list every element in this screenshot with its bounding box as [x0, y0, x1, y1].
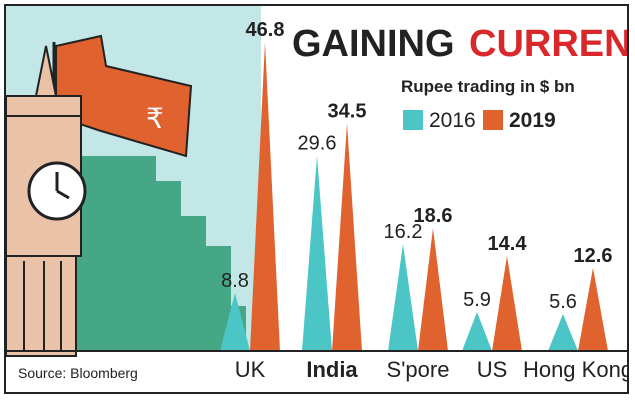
- legend-swatch-2016: [403, 110, 423, 130]
- bar-2016-us: [462, 312, 492, 351]
- bars-group: 8.8 46.8 29.6 34.5 16.218.6 5.9 14.4 5.6 12.6: [220, 19, 613, 352]
- legend-label-2016: 2016: [429, 109, 476, 132]
- skyline: [66, 156, 246, 351]
- background-illustration: ₹: [6, 6, 261, 357]
- legend-label-2019: 2019: [509, 109, 556, 132]
- bar-2016-uk: [220, 292, 250, 351]
- infographic-frame: ₹ GAINING CURRENCY Rupee trading in $ bn…: [4, 4, 629, 394]
- value-label-2016-us: 5.9: [463, 289, 491, 311]
- bar-2016-s-pore: [388, 244, 418, 351]
- category-label-uk: UK: [235, 357, 266, 382]
- bar-2019-hong-kong: [578, 267, 608, 351]
- chart-subtitle: Rupee trading in $ bn: [401, 77, 575, 96]
- bar-2016-india: [302, 155, 332, 351]
- title-part-2: CURRENCY: [469, 23, 629, 65]
- value-label-2019-uk: 46.8: [246, 19, 285, 41]
- category-labels: UK India S'pore US Hong Kong: [235, 357, 629, 382]
- value-label-2016-india: 29.6: [298, 133, 337, 155]
- value-label-2019-india: 34.5: [328, 100, 367, 122]
- value-label-2019-us: 14.4: [488, 233, 528, 255]
- rupee-symbol: ₹: [146, 102, 164, 135]
- bar-2019-india: [332, 123, 362, 351]
- value-label-2019-hong-kong: 12.6: [574, 245, 613, 267]
- bar-2019-uk: [250, 42, 280, 352]
- bar-2019-s-pore: [418, 228, 448, 351]
- bar-2019-us: [492, 255, 522, 351]
- legend: 2016 2019: [403, 109, 556, 132]
- chart: ₹ GAINING CURRENCY Rupee trading in $ bn…: [6, 6, 629, 382]
- category-label-us: US: [477, 357, 508, 382]
- bar-2016-hong-kong: [548, 314, 578, 351]
- value-label-2019-s-pore: 18.6: [414, 205, 453, 227]
- source-note: Source: Bloomberg: [18, 365, 138, 381]
- chart-title: GAINING CURRENCY: [292, 23, 629, 65]
- category-label-india: India: [306, 357, 358, 382]
- value-label-2016-s-pore: 16.2: [384, 221, 423, 243]
- value-label-2016-uk: 8.8: [221, 270, 249, 292]
- big-ben-clock-tower-icon: [6, 45, 87, 357]
- value-label-2016-hong-kong: 5.6: [549, 291, 577, 313]
- category-label-hong-kong: Hong Kong: [523, 357, 629, 382]
- title-part-1: GAINING: [292, 23, 455, 65]
- legend-swatch-2019: [483, 110, 503, 130]
- category-label-s-pore: S'pore: [387, 357, 450, 382]
